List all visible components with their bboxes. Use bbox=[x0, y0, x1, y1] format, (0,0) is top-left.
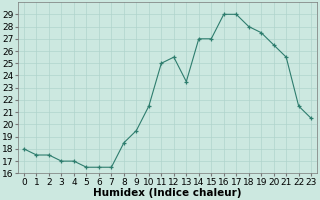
X-axis label: Humidex (Indice chaleur): Humidex (Indice chaleur) bbox=[93, 188, 242, 198]
